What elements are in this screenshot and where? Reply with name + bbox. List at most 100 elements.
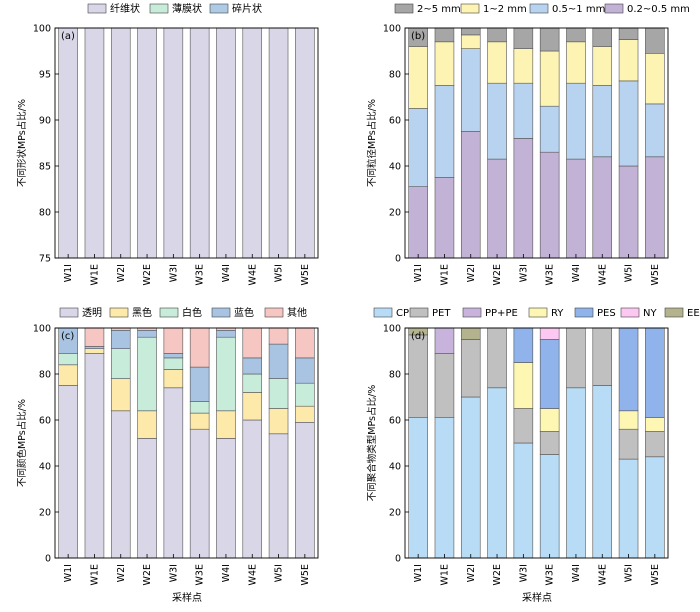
bar-segment: [566, 41, 586, 84]
bar-segment: [645, 417, 665, 432]
bar-segment: [434, 177, 455, 259]
legend-swatch: [528, 307, 548, 318]
x-tick-label: W3I: [518, 564, 529, 582]
bar-segment: [84, 27, 105, 259]
x-tick-label: W5I: [274, 564, 285, 582]
x-tick-label: W1I: [413, 264, 424, 282]
bar-segment: [216, 27, 236, 259]
x-tick-label: W5E: [650, 264, 661, 285]
bar-segment: [645, 156, 665, 259]
bar-segment: [513, 408, 534, 444]
legend-label: 0.5~1 mm: [552, 4, 605, 15]
bar-segment: [189, 27, 210, 259]
bar-segment: [645, 52, 665, 105]
legend-label: NY: [643, 308, 657, 319]
bar-segment: [434, 327, 455, 354]
legend-label: 黑色: [132, 306, 152, 319]
bar-segment: [163, 357, 184, 370]
bar-segment: [110, 378, 131, 412]
bar-segment: [487, 27, 507, 43]
bar-segment: [618, 458, 639, 559]
bar-segment: [539, 339, 560, 409]
bar-segment: [645, 103, 665, 158]
x-tick-label: W2I: [116, 264, 127, 282]
y-axis-title: 不同形状MPs占比/%: [16, 99, 28, 187]
bar-segment: [487, 41, 507, 84]
x-tick-label: W1E: [89, 264, 100, 285]
bar-segment: [539, 431, 560, 455]
y-tick-label: 40: [389, 162, 401, 173]
bar-segment: [618, 410, 639, 430]
legend-label: PES: [597, 308, 616, 319]
bar-segment: [460, 131, 481, 259]
bar-segment: [295, 357, 315, 384]
y-tick-label: 20: [389, 208, 401, 219]
bar-segment: [110, 27, 131, 259]
bar-segment: [268, 327, 289, 345]
y-tick-label: 100: [383, 24, 401, 35]
bar-segment: [295, 327, 315, 359]
y-tick-label: 90: [39, 116, 51, 127]
bar-segment: [592, 85, 613, 158]
x-tick-label: W1E: [89, 564, 100, 585]
bar-segment: [216, 438, 236, 559]
bar-segment: [566, 158, 586, 259]
bar-segment: [618, 27, 639, 40]
bar-segment: [513, 138, 534, 259]
bar-segment: [84, 348, 105, 354]
x-tick-label: W4I: [571, 264, 582, 282]
legend-swatch: [620, 307, 640, 318]
x-tick-label: W2I: [466, 264, 477, 282]
bar-segment: [58, 352, 78, 366]
bar-segment: [566, 27, 586, 43]
legend-label: 其他: [287, 306, 307, 319]
y-tick-label: 85: [39, 162, 51, 173]
bar-segment: [137, 438, 157, 559]
bar-segment: [110, 410, 131, 559]
legend-label: 碎片状: [232, 2, 262, 15]
bar-segment: [487, 82, 507, 160]
bar-segment: [137, 27, 157, 259]
x-axis-title-right: 采样点: [522, 591, 552, 604]
legend-label: CP: [396, 308, 409, 319]
y-tick-label: 75: [39, 254, 51, 265]
bar-segment: [539, 50, 560, 107]
legend-swatch: [373, 307, 393, 318]
bar-segment: [513, 442, 534, 559]
y-tick-label: 40: [39, 462, 51, 473]
bar-segment: [242, 357, 263, 375]
bar-segment: [242, 392, 263, 421]
bar-segment: [58, 27, 78, 259]
legend-swatch: [460, 3, 480, 14]
bar-segment: [216, 410, 236, 439]
x-tick-label: W2I: [116, 564, 127, 582]
x-tick-label: W5E: [300, 564, 311, 585]
bar-segment: [566, 387, 586, 559]
panel-b: 2~5 mm 1~2 mm 0.5~1 mm 0.2~0.5 mm 0 20 40 60 80 1…: [366, 3, 690, 285]
legend-swatch: [394, 3, 414, 14]
bar-segment: [137, 410, 157, 439]
legend-label: 1~2 mm: [483, 4, 527, 15]
x-tick-label: W3E: [545, 564, 556, 585]
legend-swatch: [264, 307, 284, 318]
legend-label: 蓝色: [234, 306, 254, 319]
x-tick-label: W1E: [439, 264, 450, 285]
x-tick-label: W4E: [247, 264, 258, 285]
bar-segment: [408, 186, 428, 259]
legend-swatch: [149, 3, 169, 14]
y-tick-label: 100: [33, 324, 51, 335]
bar-segment: [618, 80, 639, 167]
x-tick-label: W3I: [168, 264, 179, 282]
panel-a: 纤维状 薄膜状 碎片状 75 80 85 90 95 100 W1I W1E W2I W2E W3I W3E…: [16, 2, 319, 285]
y-tick-label: 60: [389, 116, 401, 127]
y-tick-label: 95: [39, 70, 51, 81]
y-tick-label: 40: [389, 462, 401, 473]
bar-segment: [268, 433, 289, 559]
x-tick-label: W5I: [274, 264, 285, 282]
bar-segment: [460, 327, 481, 340]
bar-segment: [592, 327, 613, 386]
bar-segment: [216, 329, 236, 338]
bar-segment: [242, 27, 263, 259]
y-tick-label: 20: [389, 508, 401, 519]
